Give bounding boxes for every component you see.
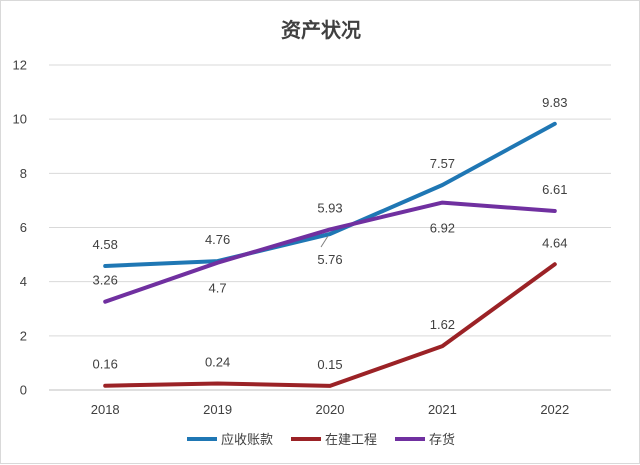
data-label: 3.26: [93, 273, 118, 288]
series-line-0: [103, 121, 557, 268]
chart-title: 资产状况: [281, 18, 361, 42]
y-axis-ticks: 0 2 4 6 8 10 12: [13, 58, 27, 398]
x-tick-label: 2021: [428, 402, 457, 417]
x-tick-label: 2020: [316, 402, 345, 417]
data-label: 0.16: [93, 357, 118, 372]
legend-label: 存货: [429, 432, 455, 448]
data-label: 5.93: [317, 200, 342, 215]
data-labels: 4.58 4.76 5.76 7.57 9.83 0.16 0.24 0.15 1.62 4.64…: [93, 95, 568, 372]
x-tick-label: 2018: [91, 402, 120, 417]
data-label: 4.58: [93, 237, 118, 252]
data-label: 4.76: [205, 232, 230, 247]
y-tick-label: 8: [20, 166, 27, 181]
legend: 应收账款 在建工程 存货: [187, 432, 455, 448]
gridlines: [49, 64, 611, 391]
y-tick-label: 10: [13, 112, 27, 127]
y-tick-label: 2: [20, 328, 27, 343]
data-label: 0.15: [317, 357, 342, 372]
legend-label: 应收账款: [221, 432, 273, 448]
y-tick-label: 4: [20, 274, 27, 289]
data-label: 4.64: [542, 235, 567, 250]
data-label: 6.61: [542, 182, 567, 197]
series-line-1: [103, 262, 557, 388]
data-label: 9.83: [542, 95, 567, 110]
data-label: 1.62: [430, 317, 455, 332]
y-tick-label: 6: [20, 220, 27, 235]
x-tick-label: 2019: [203, 402, 232, 417]
data-label: 7.57: [430, 156, 455, 171]
y-tick-label: 12: [13, 58, 27, 73]
label-leader-line: [320, 235, 329, 248]
data-label: 5.76: [317, 252, 342, 267]
legend-label: 在建工程: [325, 433, 377, 448]
data-label: 6.92: [430, 221, 455, 236]
data-label: 0.24: [205, 355, 230, 370]
y-tick-label: 0: [20, 383, 27, 398]
x-tick-label: 2022: [540, 402, 569, 417]
data-label: 4.7: [209, 281, 227, 296]
x-axis-ticks: 2018 2019 2020 2021 2022: [91, 402, 570, 417]
series-line-2: [103, 200, 557, 304]
series-lines: [103, 121, 557, 388]
